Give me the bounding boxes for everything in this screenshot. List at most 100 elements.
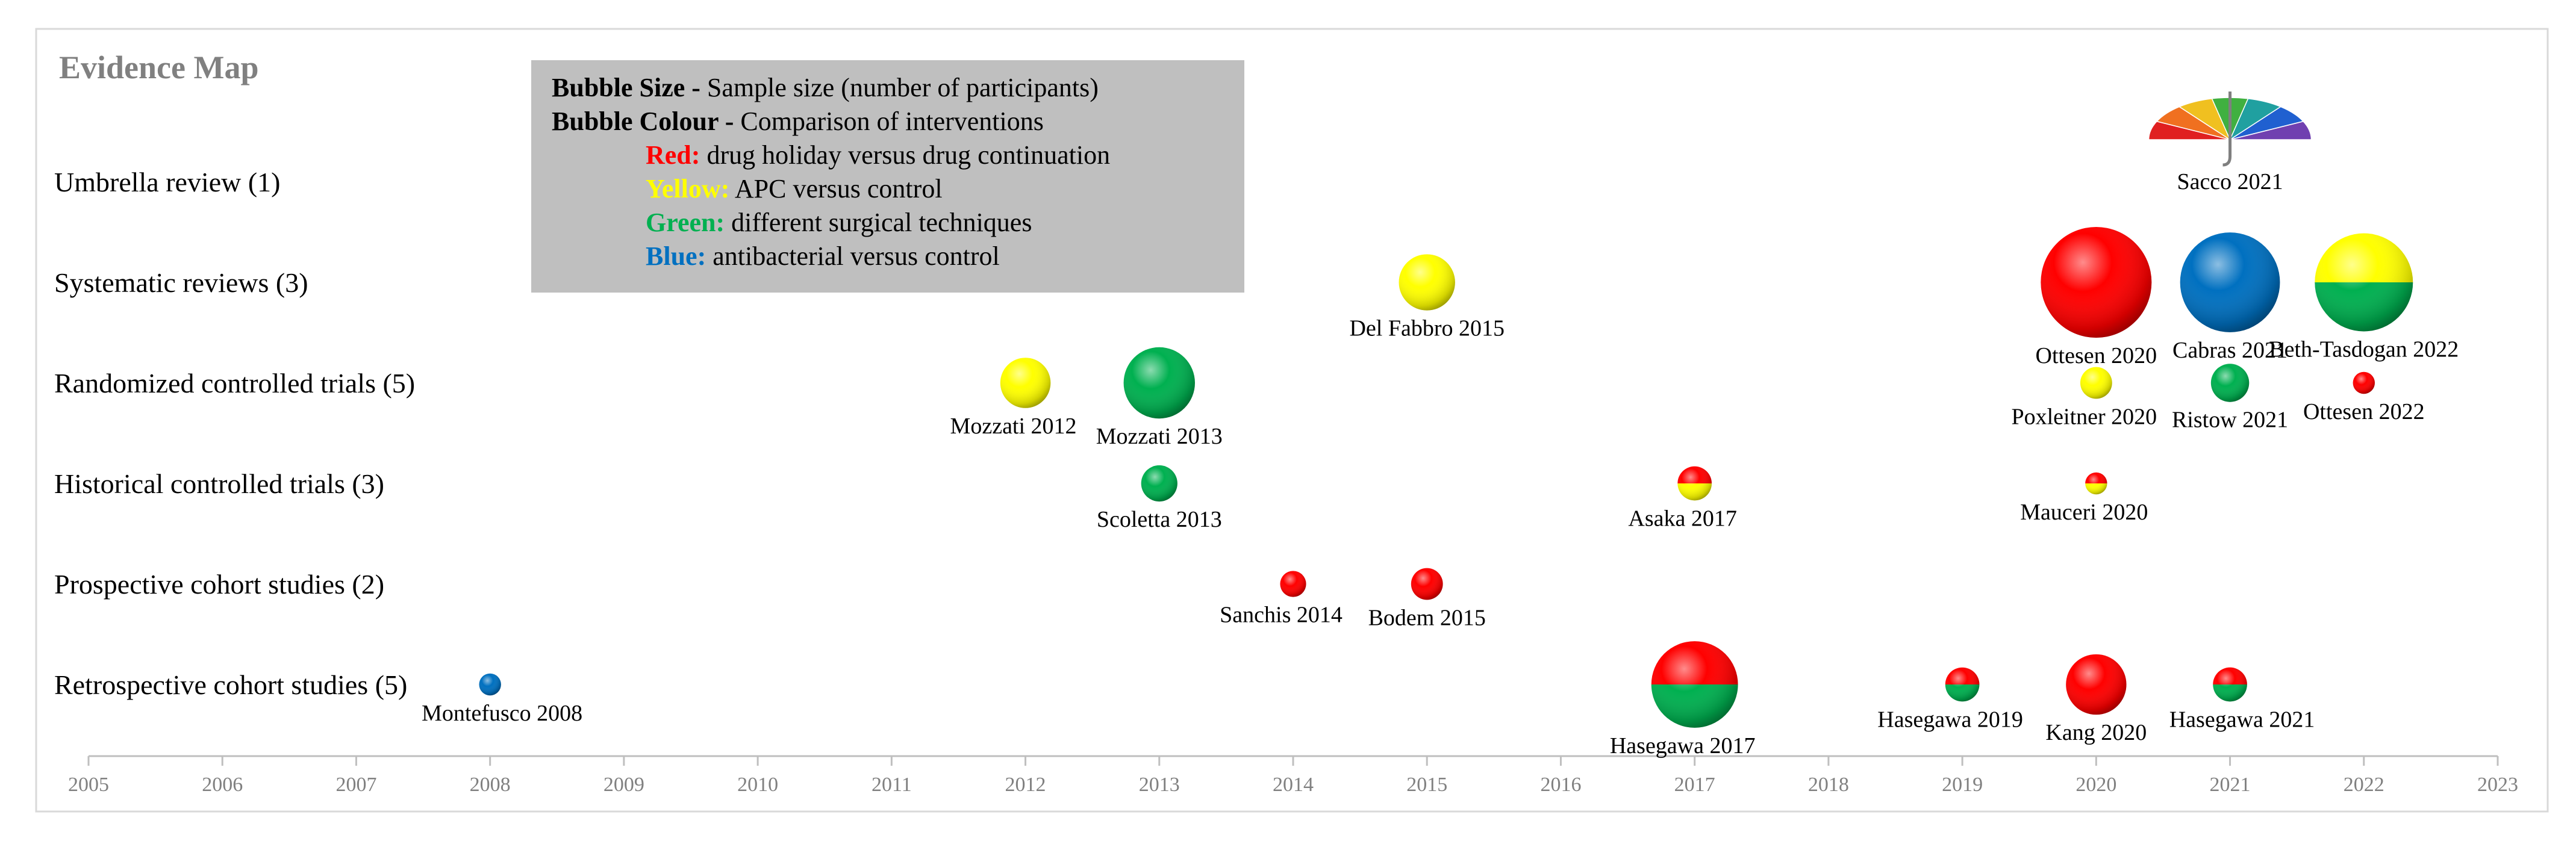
bubble-labels: Sacco 2021 Del Fabbro 2015 Ottesen 2020 Cab… [422,169,2459,759]
row-label-rct: Randomized controlled trials (5) [54,368,415,399]
bubble-label-scoletta-2013: Scoletta 2013 [1097,507,1222,532]
bubble-shading [1945,667,1980,702]
row-labels: Umbrella review (1) Systematic reviews (3… [54,167,415,700]
bubbles [479,92,2413,728]
legend-item-blue-desc: antibacterial versus control [706,241,999,271]
legend-item-green-key: Green: [646,208,725,237]
bubble-shading [2041,227,2152,338]
bubble-sanchis-2014 [1280,571,1306,597]
bubble-asaka-2017 [1677,466,1712,501]
bubble-label-sanchis-2014: Sanchis 2014 [1220,603,1343,628]
bubble-shading [2213,667,2247,702]
legend-item-yellow-key: Yellow: [646,174,729,203]
bubble-label-mauceri-2020: Mauceri 2020 [2020,500,2148,525]
bubble-label-ottesen-2020: Ottesen 2020 [2036,343,2157,368]
x-tick-label-2022: 2022 [2344,774,2384,796]
legend-item-green: Green: different surgical techniques [646,208,1032,237]
legend-item-yellow-desc: APC versus control [729,174,942,203]
umbrella-icon [2148,92,2312,167]
bubble-mozzati-2012 [1000,358,1051,408]
row-label-rcs: Retrospective cohort studies (5) [54,669,407,700]
bubble-mauceri-2020 [2085,472,2107,495]
legend-item-green-desc: different surgical techniques [725,208,1032,237]
chart-title: Evidence Map [59,49,259,85]
bubble-shading [1411,568,1443,600]
x-tick-label-2011: 2011 [872,774,912,796]
bubble-label-ottesen-2022: Ottesen 2022 [2303,399,2425,424]
bubble-ottesen-2020 [2041,227,2152,338]
x-tick-label-2006: 2006 [202,774,243,796]
x-axis: 2005 2006 2007 2008 2009 2010 2011 2012 2013 2014… [68,755,2518,796]
x-tick-label-2016: 2016 [1540,774,1581,796]
legend-item-blue-key: Blue: [646,241,706,271]
x-tick-label-2019: 2019 [1942,774,1983,796]
bubble-label-mozzati-2012: Mozzati 2012 [950,414,1077,439]
x-tick-label-2015: 2015 [1406,774,1447,796]
x-tick-label-2018: 2018 [1808,774,1849,796]
bubble-shading [1677,466,1712,501]
x-tick-label-2021: 2021 [2210,774,2251,796]
bubble-shading [2085,472,2107,495]
bubble-label-hasegawa-2019: Hasegawa 2019 [1877,707,2023,732]
row-label-pcs: Prospective cohort studies (2) [54,569,384,600]
x-tick-label-2014: 2014 [1273,774,1314,796]
bubble-label-hasegawa-2021: Hasegawa 2021 [2169,707,2315,732]
bubble-label-bodem-2015: Bodem 2015 [1368,605,1486,630]
bubble-shading [2353,371,2375,394]
bubble-label-hasegawa-2017: Hasegawa 2017 [1610,733,1756,759]
legend-size-desc: Sample size (number of participants) [700,73,1099,102]
legend-colour-desc: Comparison of interventions [734,107,1044,136]
x-tick-label-2017: 2017 [1674,774,1715,796]
bubble-shading [2066,654,2127,715]
bubble-scoletta-2013 [1141,465,1177,502]
bubble-label-kang-2020: Kang 2020 [2045,720,2147,745]
legend-item-red-key: Red: [646,140,700,170]
x-tick-label-2010: 2010 [737,774,778,796]
bubble-hasegawa-2021 [2213,667,2247,702]
legend-item-red: Red: drug holiday versus drug continuati… [646,140,1110,170]
row-label-hct: Historical controlled trials (3) [54,468,384,499]
bubble-cabras-2021 [2180,232,2280,332]
legend-box [531,60,1244,293]
x-tick-label-2008: 2008 [470,774,511,796]
bubble-mozzati-2013 [1123,347,1195,419]
x-tick-label-2012: 2012 [1005,774,1046,796]
bubble-label-asaka-2017: Asaka 2017 [1628,506,1736,531]
bubble-kang-2020 [2066,654,2127,715]
bubble-shading [1280,571,1306,597]
bubble-poxleitner-2020 [2080,367,2112,399]
umbrella-handle [2222,156,2232,167]
bubble-shading [1141,465,1177,502]
bubble-del-fabbro-2015 [1399,254,1455,311]
x-tick-label-2005: 2005 [68,774,109,796]
bubble-shading [2180,232,2280,332]
bubble-label-montefusco-2008: Montefusco 2008 [422,701,582,726]
bubble-hasegawa-2017 [1651,641,1738,728]
bubble-label-beth-tasdogan-2022: Beth-Tasdogan 2022 [2269,337,2459,362]
bubble-shading [2315,233,2413,332]
chart-frame [35,28,2549,813]
bubble-label-del-fabbro-2015: Del Fabbro 2015 [1349,316,1505,341]
legend-colour-line: Bubble Colour - Comparison of interventi… [552,107,1044,136]
x-tick-label-2023: 2023 [2477,774,2518,796]
bubble-shading [1000,358,1051,408]
legend-size-title: Bubble Size - [552,73,700,102]
x-tick-label-2009: 2009 [603,774,644,796]
x-tick-label-2007: 2007 [335,774,376,796]
bubble-shading [1651,641,1738,728]
bubble-label-ristow-2021: Ristow 2021 [2172,408,2288,433]
legend-item-red-desc: drug holiday versus drug continuation [700,140,1110,170]
legend-item-yellow: Yellow: APC versus control [646,174,943,203]
x-tick-label-2013: 2013 [1139,774,1180,796]
bubble-montefusco-2008 [479,673,501,696]
bubble-label-mozzati-2013: Mozzati 2013 [1096,424,1223,449]
bubble-ottesen-2022 [2353,371,2375,394]
row-label-sr: Systematic reviews (3) [54,267,308,298]
legend-colour-title: Bubble Colour - [552,107,734,136]
umbrella-panel [2230,120,2312,140]
bubble-label-sacco-2021: Sacco 2021 [2177,169,2283,194]
bubble-shading [479,673,501,696]
x-tick-label-2020: 2020 [2075,774,2116,796]
bubble-shading [2210,364,2250,402]
